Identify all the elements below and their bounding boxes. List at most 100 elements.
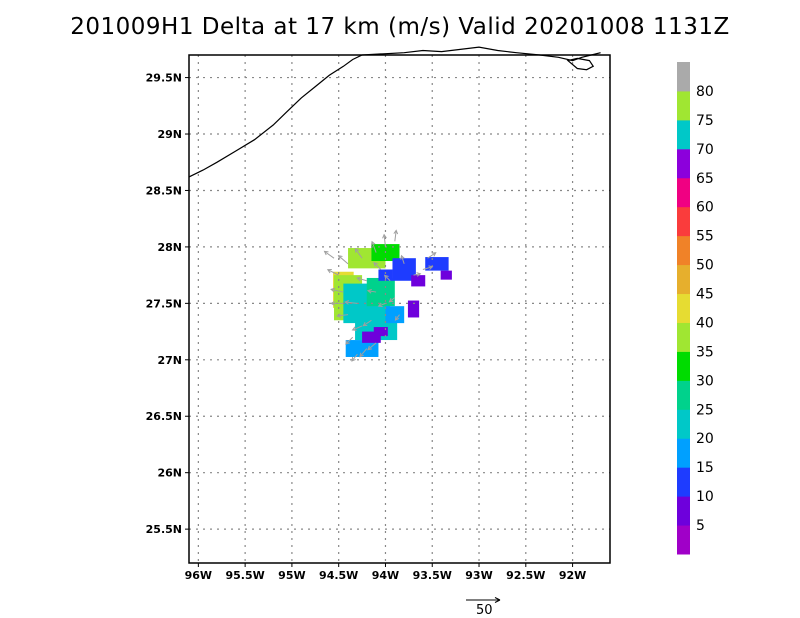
colorbar-segment — [677, 525, 690, 555]
wind-vector-head — [370, 240, 376, 246]
island-coastline — [566, 57, 595, 71]
y-tick-label: 25.5N — [146, 523, 182, 536]
colorbar-segment — [677, 380, 690, 410]
x-tick-label: 95W — [278, 569, 305, 582]
colorbar-segment — [677, 206, 690, 237]
wind-vector — [354, 248, 363, 259]
x-tick-label: 93.5W — [413, 569, 452, 582]
y-tick-label: 27N — [157, 354, 182, 367]
wind-field-cell — [373, 327, 388, 337]
wind-vector-head — [344, 300, 350, 305]
wind-field-cell — [362, 331, 381, 343]
wind-vector — [395, 314, 400, 321]
wind-vector — [362, 319, 372, 327]
coastline-layer — [188, 46, 601, 178]
map-frame — [188, 54, 611, 564]
wind-vector-head — [431, 252, 437, 257]
wind-vector — [345, 336, 354, 345]
wind-scale-label: 50 — [476, 603, 493, 618]
colorbar-label: 20 — [696, 431, 714, 447]
y-tick-label: 29N — [157, 128, 182, 141]
wind-vector — [351, 353, 358, 362]
colorbar: 5 10 15 20 25 30 35 40 45 50 55 60 65 70 75 80 — [677, 62, 714, 555]
wind-vector-head — [336, 313, 342, 318]
x-tick-label: 92.5W — [506, 569, 545, 582]
wind-vector — [327, 269, 339, 276]
y-tick-label: 27.5N — [146, 297, 182, 310]
colorbar-label: 50 — [696, 258, 714, 274]
wind-vector — [367, 290, 377, 293]
wind-vector — [338, 255, 349, 265]
x-tick-label: 96W — [185, 569, 212, 582]
colorbar-label: 40 — [696, 315, 714, 331]
wind-vector — [367, 342, 377, 351]
colorbar-segment — [677, 62, 690, 92]
wind-vector — [352, 325, 363, 331]
wind-vector-head — [400, 254, 405, 260]
wind-vector-head — [354, 247, 360, 253]
figure-title: 201009H1 Delta at 17 km (m/s) Valid 2020… — [70, 14, 730, 40]
y-tick-label: 28.5N — [146, 184, 182, 197]
wind-vector — [331, 288, 344, 293]
wind-field-cell — [392, 258, 416, 281]
wind-vector-head — [356, 276, 362, 282]
coastline — [188, 46, 601, 178]
wind-vector-head — [362, 321, 368, 327]
wind-field-cell — [425, 257, 449, 271]
wind-field-cell — [407, 300, 420, 318]
colorbar-segment — [677, 409, 690, 439]
axis-ticks: 96W 95.5W 95W 94.5W 94W 93.5W 93W 92.5W 92W 29.5N… — [146, 72, 587, 582]
wind-vector-head — [373, 261, 378, 267]
y-tick-label: 29.5N — [146, 72, 182, 85]
colorbar-segment — [677, 496, 690, 526]
colorbar-label: 60 — [696, 200, 714, 216]
wind-vector-head — [382, 233, 387, 239]
wind-vector-head — [337, 255, 343, 260]
colorbar-label: 55 — [696, 229, 714, 245]
wind-vector-head — [351, 326, 357, 331]
x-tick-label: 95.5W — [225, 569, 264, 582]
wind-vector — [324, 250, 335, 259]
colorbar-segment — [677, 177, 690, 208]
wind-field-cell — [345, 340, 379, 357]
wind-vector — [413, 273, 421, 276]
wind-vector — [337, 314, 349, 317]
colorbar-label: 70 — [696, 142, 714, 158]
x-tick-label: 94.5W — [319, 569, 358, 582]
wind-vector-head — [345, 340, 350, 345]
wind-vector-head — [359, 352, 364, 358]
wind-scale-legend: 50 — [466, 597, 501, 618]
wind-vector-head — [367, 345, 372, 351]
colorbar-label: 15 — [696, 460, 714, 476]
wind-vector-head — [330, 287, 336, 293]
colorbar-segment — [677, 322, 690, 352]
wind-vector — [357, 277, 367, 282]
colorbar-label: 30 — [696, 373, 714, 389]
wind-vector-head — [428, 265, 434, 270]
wind-field-layer — [333, 244, 452, 357]
wind-vector — [422, 266, 433, 270]
y-tick-label: 26.5N — [146, 410, 182, 423]
wind-vector — [384, 274, 391, 282]
wind-vector-head — [377, 302, 383, 308]
wind-vector — [378, 302, 386, 307]
wind-vector-head — [383, 274, 389, 280]
x-tick-label: 93W — [465, 569, 492, 582]
colorbar-segment — [677, 351, 690, 381]
colorbar-segment — [677, 467, 690, 497]
wind-vector-head — [326, 269, 332, 274]
x-tick-label: 92W — [559, 569, 586, 582]
wind-vector-head — [416, 272, 422, 277]
colorbar-segment — [677, 438, 690, 468]
colorbar-label: 65 — [696, 171, 714, 187]
wind-field-cell — [411, 275, 426, 287]
wind-vector-head — [366, 288, 372, 294]
wind-field-cell — [385, 306, 405, 324]
colorbar-label: 80 — [696, 84, 714, 100]
wind-vector-head — [323, 250, 329, 256]
wind-field-cell — [440, 270, 452, 280]
wind-vector-head — [394, 316, 400, 321]
colorbar-segment — [677, 90, 690, 121]
colorbar-label: 5 — [696, 518, 705, 534]
